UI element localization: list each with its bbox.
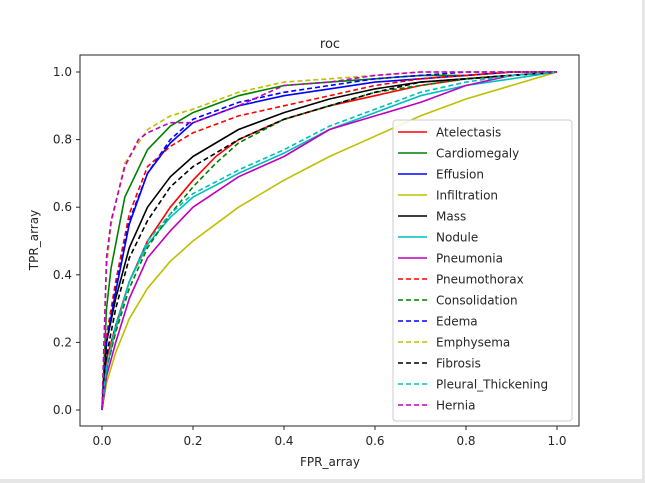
legend-label: Hernia	[436, 399, 475, 413]
legend: Atelectasis Cardiomegaly Effusion Infiltrat…	[392, 119, 573, 422]
y-tick-label: 0.6	[53, 200, 72, 214]
curve-infiltration	[101, 71, 558, 411]
legend-label: Pneumonia	[436, 252, 503, 266]
curve-edema	[101, 71, 557, 411]
curve-hernia	[101, 71, 557, 411]
curve-mass	[101, 71, 558, 411]
x-tick-label: 0.0	[92, 434, 111, 448]
legend-label: Pleural_Thickening	[436, 378, 548, 392]
y-tick-label: 1.0	[53, 65, 72, 79]
legend-label: Nodule	[436, 231, 478, 245]
y-tick-label: 0.4	[53, 268, 72, 282]
x-tick-label: 0.4	[274, 434, 293, 448]
y-tick-label: 0.8	[53, 133, 72, 147]
axes-frame	[79, 54, 580, 427]
curve-cardiomegaly	[101, 71, 557, 411]
chart-title: roc	[320, 37, 340, 52]
x-tick-label: 0.8	[456, 434, 475, 448]
y-axis-ticks: 0.0 0.2 0.4 0.6 0.8 1.0	[53, 65, 80, 417]
curve-pleural-thickening	[101, 71, 558, 411]
x-tick-label: 1.0	[547, 434, 566, 448]
y-tick-label: 0.0	[53, 403, 72, 417]
legend-label: Consolidation	[436, 294, 518, 308]
legend-label: Edema	[436, 315, 478, 329]
y-axis-label: TPR_array	[27, 210, 41, 271]
legend-label: Mass	[436, 210, 466, 224]
legend-box	[392, 119, 573, 422]
legend-label: Pneumothorax	[436, 273, 524, 287]
x-axis-ticks: 0.0 0.2 0.4 0.6 0.8 1.0	[92, 426, 567, 448]
y-tick-label: 0.2	[53, 335, 72, 349]
x-tick-label: 0.2	[183, 434, 202, 448]
curves-group	[101, 71, 558, 411]
legend-label: Effusion	[436, 168, 484, 182]
curve-pneumonia	[101, 71, 558, 411]
window-border-bottom	[0, 479, 645, 483]
legend-label: Fibrosis	[436, 357, 481, 371]
legend-label: Infiltration	[436, 189, 498, 203]
legend-label: Cardiomegaly	[436, 147, 519, 161]
curve-fibrosis	[101, 71, 558, 411]
curve-pneumothorax	[101, 71, 557, 411]
legend-label: Atelectasis	[436, 126, 501, 140]
x-axis-label: FPR_array	[300, 455, 360, 469]
legend-label: Emphysema	[436, 336, 510, 350]
x-tick-label: 0.6	[365, 434, 384, 448]
window-border-right	[642, 0, 645, 483]
curve-consolidation	[101, 71, 558, 411]
